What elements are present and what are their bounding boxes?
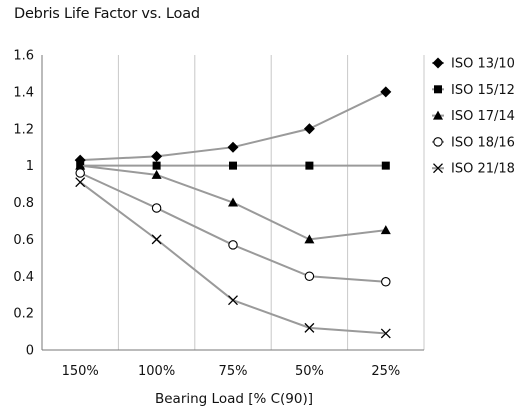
- x-axis-title: Bearing Load [% C(90)]: [155, 391, 313, 407]
- data-point-square: [434, 85, 442, 94]
- series-lines: [74, 86, 392, 339]
- data-point-square: [152, 161, 161, 170]
- legend-label: ISO 13/10: [451, 57, 515, 72]
- y-tick-label: 0: [26, 344, 34, 359]
- data-point-circle: [304, 271, 315, 281]
- data-point-x: [75, 177, 86, 188]
- legend-label: ISO 17/14: [451, 109, 515, 124]
- x-tick-label: 100%: [138, 364, 175, 379]
- data-point-x: [151, 234, 162, 245]
- y-tick-label: 0.2: [13, 307, 34, 322]
- data-point-circle: [228, 240, 238, 250]
- data-point-circle: [433, 137, 443, 147]
- data-point-triangle: [151, 169, 162, 179]
- data-point-circle: [151, 203, 162, 213]
- data-point-triangle: [75, 160, 86, 170]
- y-tick-label: 0.8: [13, 196, 34, 211]
- series-5: [75, 177, 391, 339]
- x-tick-label: 150%: [62, 364, 99, 379]
- data-point-x: [304, 322, 315, 333]
- data-point-diamond: [303, 123, 315, 135]
- data-point-x: [228, 295, 238, 306]
- y-tick-label: 1.4: [13, 85, 34, 100]
- data-point-triangle: [380, 225, 391, 235]
- data-point-triangle: [304, 234, 315, 244]
- legend-label: ISO 21/18: [451, 162, 515, 177]
- axes: [41, 55, 424, 351]
- data-point-triangle: [228, 197, 238, 207]
- data-point-diamond: [151, 150, 163, 162]
- data-point-square: [229, 161, 237, 170]
- x-tick-label: 75%: [219, 364, 248, 379]
- data-point-circle: [75, 168, 85, 178]
- legend-item: ISO 15/12: [432, 83, 515, 98]
- legend: ISO 13/10 ISO 15/12 ISO 17/14 ISO 18/16 ISO …: [432, 57, 515, 177]
- y-tick-labels: 0 0.2 0.4 0.6 0.8 1 1.2 1.4 1.6: [13, 49, 34, 359]
- series-2: [76, 161, 390, 170]
- data-point-diamond: [432, 57, 444, 69]
- series-1: [74, 86, 392, 166]
- legend-item: ISO 13/10: [432, 57, 515, 72]
- data-point-square: [305, 161, 314, 170]
- data-point-diamond: [227, 141, 239, 153]
- legend-item: ISO 21/18: [432, 162, 515, 177]
- y-tick-label: 1.2: [13, 122, 34, 137]
- y-tick-label: 1: [26, 159, 34, 174]
- data-point-triangle: [433, 110, 443, 120]
- x-tick-labels: 150% 100% 75% 50% 25%: [62, 364, 401, 379]
- data-point-square: [381, 161, 390, 170]
- y-tick-label: 1.6: [13, 49, 34, 64]
- data-point-x: [433, 163, 443, 174]
- legend-item: ISO 18/16: [432, 135, 515, 150]
- y-tick-label: 0.6: [13, 233, 34, 248]
- data-point-x: [380, 328, 391, 339]
- chart-title: Debris Life Factor vs. Load: [14, 6, 200, 22]
- data-point-circle: [381, 277, 391, 287]
- legend-item: ISO 17/14: [432, 109, 515, 124]
- y-tick-label: 0.4: [13, 270, 34, 285]
- series-4: [75, 168, 391, 287]
- x-tick-label: 25%: [371, 364, 400, 379]
- x-tick-label: 50%: [295, 364, 324, 379]
- series-line: [79, 172, 386, 283]
- data-point-diamond: [380, 86, 392, 98]
- series-3: [75, 160, 391, 244]
- legend-label: ISO 18/16: [451, 135, 515, 150]
- grid-lines: [117, 55, 425, 350]
- legend-label: ISO 15/12: [451, 83, 515, 98]
